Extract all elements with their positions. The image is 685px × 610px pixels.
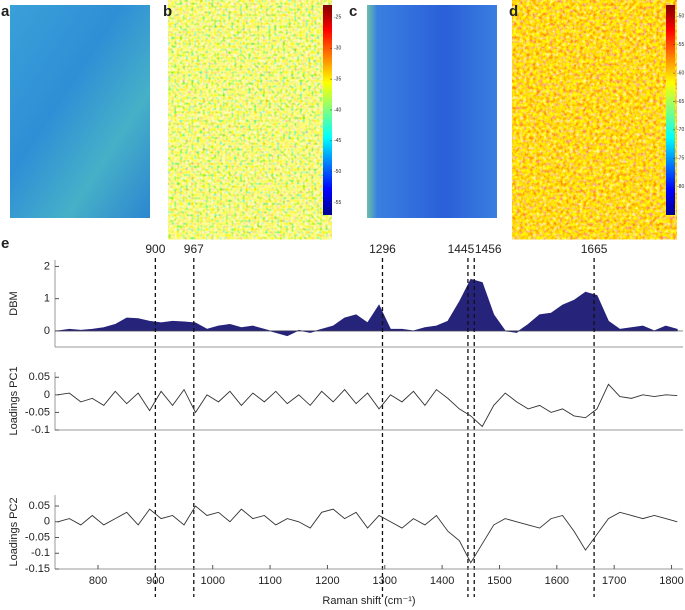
x-tick-label: 1100 [258, 575, 282, 587]
y-tick-label: 1 [44, 293, 50, 305]
x-tick-label: 900 [146, 575, 164, 587]
x-tick-label: 1400 [430, 575, 454, 587]
colorbar-tick-label: -35 [334, 76, 341, 82]
heatmap-a [10, 5, 150, 218]
colorbar-tick-label: -30 [334, 46, 341, 52]
panel-label: e [1, 235, 9, 252]
colorbar-tick-label: -55 [677, 42, 684, 48]
heatmap-c [367, 5, 497, 218]
x-axis-label: Raman shift (cm⁻¹) [322, 595, 415, 607]
reference-label: 967 [184, 242, 204, 256]
reference-label: 1445 [448, 242, 475, 256]
colorbar-tick-label: -40 [334, 107, 341, 113]
y-tick-label: 0 [44, 325, 50, 337]
x-tick-label: 800 [89, 575, 107, 587]
line [57, 383, 678, 428]
y-tick-label: 0.05 [29, 500, 50, 512]
reference-label: 900 [145, 242, 165, 256]
area [57, 278, 678, 337]
y-tick-label: 0.05 [29, 371, 50, 383]
y-tick-label: 2 [44, 260, 50, 272]
colorbar-tick-label: -65 [677, 99, 684, 105]
y-tick-label: -0.15 [25, 563, 50, 575]
x-tick-label: 1600 [545, 575, 569, 587]
x-tick-label: 1000 [200, 575, 224, 587]
panel-label: a [1, 3, 10, 20]
y-axis-label: Loadings PC1 [8, 366, 20, 435]
x-tick-label: 1200 [315, 575, 339, 587]
heatmap-d [526, 5, 663, 218]
line [57, 505, 678, 564]
y-tick-label: -0.05 [25, 531, 50, 543]
colorbar-d [666, 5, 675, 215]
y-axis-label: Loadings PC2 [8, 497, 20, 566]
y-tick-label: -0.05 [25, 406, 50, 418]
panel-label: d [509, 3, 518, 20]
heatmap-b [182, 5, 318, 218]
y-tick-label: 0 [44, 389, 50, 401]
x-tick-label: 1500 [487, 575, 511, 587]
reference-label: 1296 [369, 242, 396, 256]
colorbar-tick-label: -50 [334, 169, 341, 175]
colorbar-b [323, 5, 332, 215]
colorbar-tick-label: -60 [677, 70, 684, 76]
x-tick-label: 1300 [373, 575, 397, 587]
x-tick-label: 1700 [602, 575, 626, 587]
panel-label: b [163, 3, 172, 20]
colorbar-tick-label: -45 [334, 138, 341, 144]
colorbar-tick-label: -55 [334, 200, 341, 206]
colorbar-tick-label: -75 [677, 156, 684, 162]
colorbar-tick-label: -25 [334, 15, 341, 21]
y-tick-label: 0 [44, 516, 50, 528]
colorbar-tick-label: -50 [677, 14, 684, 20]
reference-label: 1665 [581, 242, 608, 256]
colorbar-tick-label: -70 [677, 127, 684, 133]
x-tick-label: 1800 [659, 575, 683, 587]
reference-label: 1456 [475, 242, 502, 256]
colorbar-tick-label: -80 [677, 184, 684, 190]
y-tick-label: -0.1 [31, 424, 50, 436]
y-tick-label: -0.1 [31, 547, 50, 559]
panel-label: c [349, 3, 357, 20]
y-axis-label: DBM [8, 291, 20, 315]
